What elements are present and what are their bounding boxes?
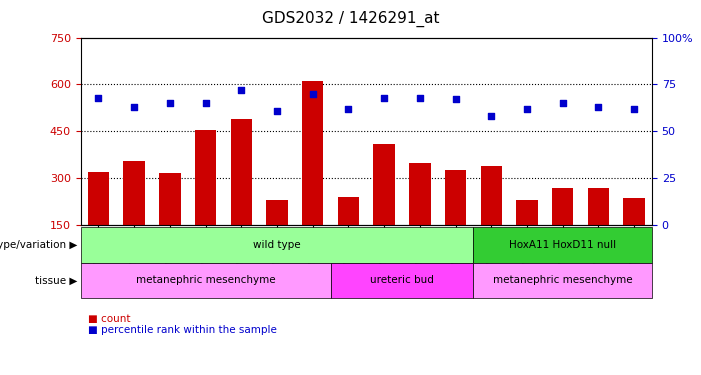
Point bbox=[343, 106, 354, 112]
Point bbox=[93, 94, 104, 100]
Bar bbox=[231, 119, 252, 225]
Text: HoxA11 HoxD11 null: HoxA11 HoxD11 null bbox=[509, 240, 616, 250]
Bar bbox=[481, 166, 502, 225]
Text: metanephric mesenchyme: metanephric mesenchyme bbox=[136, 275, 275, 285]
Point bbox=[522, 106, 533, 112]
Text: ■ percentile rank within the sample: ■ percentile rank within the sample bbox=[88, 325, 276, 335]
Point bbox=[629, 106, 640, 112]
Text: tissue ▶: tissue ▶ bbox=[35, 275, 77, 285]
Point bbox=[379, 94, 390, 100]
Point bbox=[486, 113, 497, 119]
Bar bbox=[374, 144, 395, 225]
Bar bbox=[159, 173, 181, 225]
Bar bbox=[587, 188, 609, 225]
Point bbox=[593, 104, 604, 110]
Bar bbox=[302, 81, 323, 225]
Bar bbox=[552, 188, 573, 225]
Text: metanephric mesenchyme: metanephric mesenchyme bbox=[493, 275, 632, 285]
Point bbox=[414, 94, 426, 100]
Point bbox=[450, 96, 461, 102]
Text: wild type: wild type bbox=[253, 240, 301, 250]
Text: GDS2032 / 1426291_at: GDS2032 / 1426291_at bbox=[261, 11, 440, 27]
Point bbox=[307, 91, 318, 97]
Point bbox=[200, 100, 211, 106]
Bar bbox=[409, 162, 430, 225]
Bar bbox=[445, 170, 466, 225]
Point bbox=[271, 108, 283, 114]
Text: ureteric bud: ureteric bud bbox=[370, 275, 434, 285]
Point bbox=[128, 104, 139, 110]
Bar bbox=[516, 200, 538, 225]
Text: ■ count: ■ count bbox=[88, 314, 130, 324]
Bar bbox=[123, 161, 145, 225]
Bar bbox=[338, 197, 359, 225]
Bar bbox=[623, 198, 645, 225]
Point bbox=[557, 100, 569, 106]
Bar bbox=[266, 200, 287, 225]
Point bbox=[164, 100, 175, 106]
Bar bbox=[88, 172, 109, 225]
Bar bbox=[195, 130, 217, 225]
Point bbox=[236, 87, 247, 93]
Text: genotype/variation ▶: genotype/variation ▶ bbox=[0, 240, 77, 250]
